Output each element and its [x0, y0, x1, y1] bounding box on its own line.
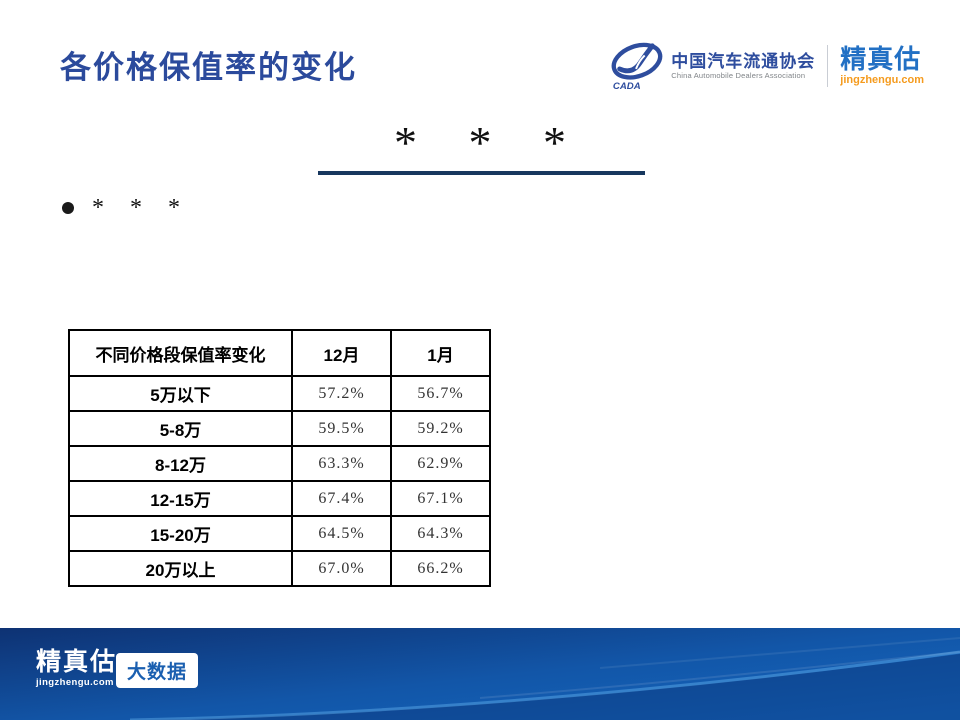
page-title: 各价格保值率的变化: [60, 50, 357, 85]
row-value-jan: 67.1%: [390, 480, 491, 517]
retention-rate-table: 不同价格段保值率变化 12月 1月 5万以下 57.2% 56.7% 5-8万 …: [68, 329, 491, 587]
jingzhengu-logo-block: 精真估 jingzhengu.com: [840, 46, 924, 86]
row-value-dec: 64.5%: [291, 515, 392, 552]
footer-band: 精真估 jingzhengu.com 大数据: [0, 628, 960, 720]
row-value-dec: 59.5%: [291, 410, 392, 447]
bullet-icon: [62, 202, 74, 214]
cada-name-block: 中国汽车流通协会 China Automobile Dealers Associ…: [671, 52, 815, 81]
row-value-dec: 67.4%: [291, 480, 392, 517]
row-value-jan: 66.2%: [390, 550, 491, 587]
bullet-text: * * *: [92, 195, 190, 221]
header-logo-group: CADA 中国汽车流通协会 China Automobile Dealers A…: [607, 40, 924, 92]
bullet-line: * * *: [62, 196, 190, 220]
footer-brand-name: 精真估: [36, 648, 118, 676]
logo-divider: [827, 45, 829, 87]
row-value-dec: 63.3%: [291, 445, 392, 482]
table-row: 5万以下 57.2% 56.7%: [68, 375, 491, 412]
row-label: 5-8万: [68, 410, 293, 447]
row-value-jan: 62.9%: [390, 445, 491, 482]
row-value-jan: 64.3%: [390, 515, 491, 552]
footer-brand-domain: jingzhengu.com: [36, 677, 114, 688]
table-header-december: 12月: [291, 329, 392, 377]
row-value-jan: 56.7%: [390, 375, 491, 412]
row-label: 5万以下: [68, 375, 293, 412]
cada-name-cn: 中国汽车流通协会: [671, 51, 816, 71]
cada-logo-icon: CADA: [611, 42, 663, 92]
row-label: 15-20万: [68, 515, 293, 552]
table-header-january: 1月: [390, 329, 491, 377]
table-row: 20万以上 67.0% 66.2%: [68, 550, 491, 587]
table-header-row: 不同价格段保值率变化 12月 1月: [68, 329, 491, 377]
footer-brand-block: 精真估 jingzhengu.com: [36, 648, 118, 689]
table-row: 15-20万 64.5% 64.3%: [68, 515, 491, 552]
masked-section-heading: * * *: [394, 117, 586, 168]
jingzhengu-name: 精真估: [840, 44, 922, 74]
row-label: 8-12万: [68, 445, 293, 482]
footer-bigdata-badge: 大数据: [116, 653, 199, 688]
row-value-dec: 57.2%: [291, 375, 392, 412]
row-value-jan: 59.2%: [390, 410, 491, 447]
table-row: 12-15万 67.4% 67.1%: [68, 480, 491, 517]
row-value-dec: 67.0%: [291, 550, 392, 587]
table-row: 5-8万 59.5% 59.2%: [68, 410, 491, 447]
table-row: 8-12万 63.3% 62.9%: [68, 445, 491, 482]
cada-name-en: China Automobile Dealers Association: [671, 71, 806, 81]
row-label: 20万以上: [68, 550, 293, 587]
row-label: 12-15万: [68, 480, 293, 517]
cada-acronym-text: CADA: [613, 81, 641, 92]
heading-underline: [318, 171, 645, 175]
jingzhengu-domain: jingzhengu.com: [840, 74, 924, 86]
table-header-category: 不同价格段保值率变化: [68, 329, 293, 377]
